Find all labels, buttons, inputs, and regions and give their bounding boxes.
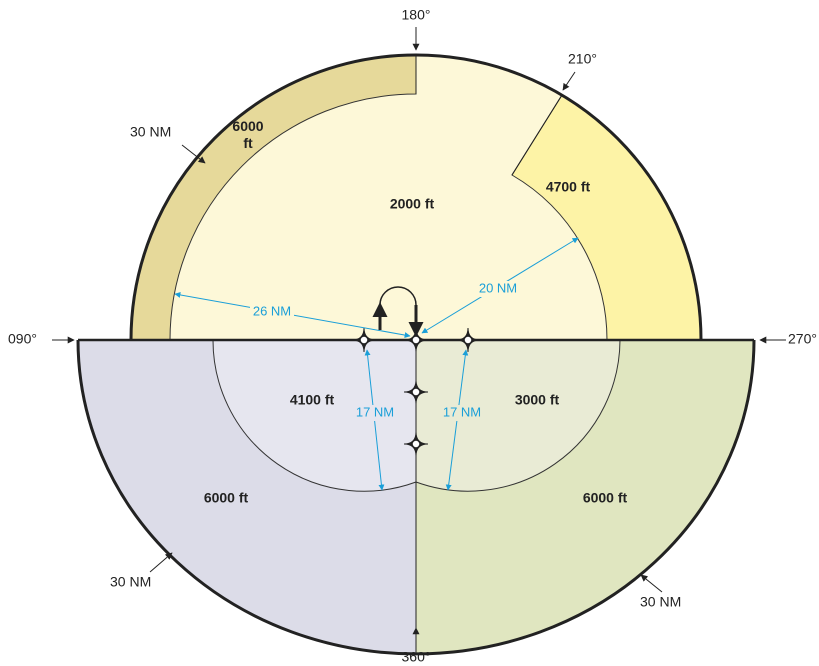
pointers (52, 27, 786, 650)
radius-label: 26 NM (253, 303, 291, 318)
altitude-label: 4700 ft (546, 179, 591, 195)
altitude-label: 4100 ft (290, 392, 335, 408)
distance-label: 30 NM (640, 594, 681, 610)
radius-label: 17 NM (356, 404, 394, 419)
altitude-label: 6000 ft (204, 490, 249, 506)
label-bg (476, 281, 520, 297)
bearing-label: 360° (402, 649, 431, 665)
pointer-30nm (149, 552, 173, 573)
waypoint-center (463, 335, 473, 345)
waypoint-center (411, 439, 421, 449)
bearing-label: 180° (402, 7, 431, 23)
altitude-label: 6000 ft (232, 118, 264, 151)
label-bg (354, 405, 396, 421)
label-bg (441, 405, 483, 421)
pointer-210 (562, 71, 576, 91)
altitude-label: 2000 ft (390, 196, 435, 212)
distance-label: 30 NM (110, 574, 151, 590)
sector-2000 (169, 54, 608, 341)
pointer-30nm (640, 574, 663, 593)
waypoint-center (359, 335, 369, 345)
radius-label: 20 NM (479, 280, 517, 295)
radius-label: 17 NM (443, 404, 481, 419)
distance-label: 30 NM (130, 124, 171, 140)
label-bg (250, 304, 294, 320)
waypoint-center (411, 335, 421, 345)
altitude-label: 6000 ft (583, 490, 628, 506)
waypoint-center (411, 387, 421, 397)
bearing-label: 270° (788, 331, 817, 347)
altitude-label: 3000 ft (515, 392, 560, 408)
divider-210 (511, 94, 563, 176)
pointer-30nm (181, 144, 206, 164)
bearing-label: 090° (8, 331, 37, 347)
bearing-label: 210° (568, 51, 597, 67)
